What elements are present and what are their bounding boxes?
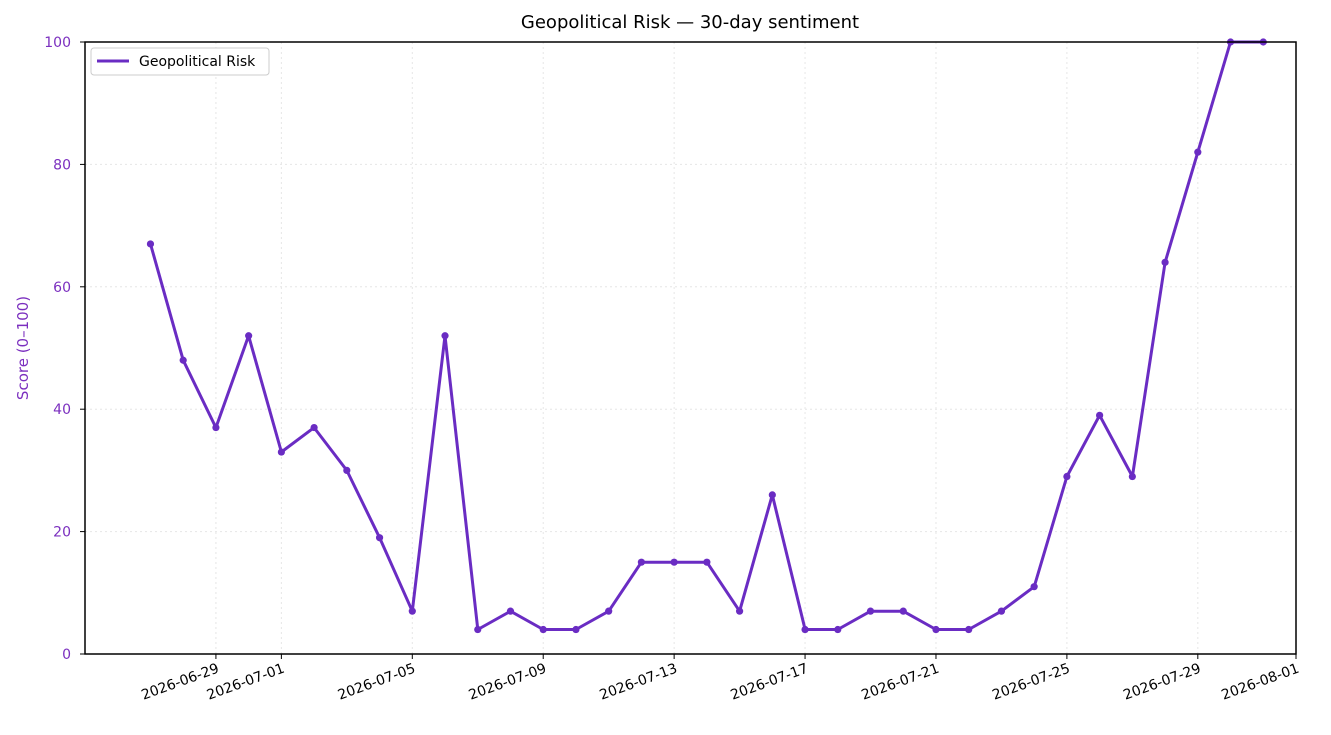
data-point[interactable]	[899, 607, 907, 615]
data-point[interactable]	[1161, 258, 1169, 266]
data-point[interactable]	[637, 558, 646, 566]
data-point[interactable]	[1194, 148, 1202, 156]
data-point[interactable]	[212, 423, 220, 432]
y-tick-label: 0	[62, 647, 71, 663]
legend[interactable]: Geopolitical Risk	[90, 47, 270, 76]
data-point[interactable]	[1030, 583, 1038, 591]
data-point[interactable]	[965, 625, 973, 634]
data-point[interactable]	[474, 625, 482, 634]
legend-label: Geopolitical Risk	[139, 54, 256, 70]
data-point[interactable]	[932, 625, 940, 634]
data-point[interactable]	[539, 625, 547, 634]
data-point[interactable]	[277, 448, 285, 456]
y-axis: 0 20 40 60 80 100	[44, 35, 85, 663]
data-point[interactable]	[801, 625, 809, 634]
data-point[interactable]	[735, 607, 744, 615]
data-point[interactable]	[834, 625, 842, 634]
y-tick-label: 20	[53, 525, 71, 541]
data-point[interactable]	[1128, 472, 1136, 481]
data-point[interactable]	[605, 607, 613, 615]
data-point[interactable]	[1063, 472, 1071, 481]
data-point[interactable]	[703, 558, 711, 566]
legend-box	[90, 47, 270, 76]
data-point[interactable]	[866, 607, 875, 615]
y-tick-label: 60	[53, 280, 71, 296]
y-tick-label: 100	[44, 35, 71, 51]
data-point[interactable]	[146, 240, 155, 248]
data-point[interactable]	[572, 625, 580, 634]
series-layer	[146, 38, 1267, 634]
y-axis-label: Score (0–100)	[14, 296, 32, 400]
data-point[interactable]	[408, 607, 416, 615]
plot-frame	[84, 41, 1297, 655]
data-point[interactable]	[768, 491, 776, 499]
chart-title: Geopolitical Risk — 30-day sentiment	[521, 12, 859, 33]
data-point[interactable]	[310, 423, 318, 432]
data-point[interactable]	[245, 332, 253, 340]
data-point[interactable]	[670, 558, 678, 566]
data-point[interactable]	[1096, 411, 1104, 419]
data-point[interactable]	[441, 332, 449, 340]
data-point[interactable]	[343, 466, 351, 474]
y-tick-label: 80	[53, 157, 71, 173]
data-point[interactable]	[506, 607, 515, 615]
data-point[interactable]	[997, 607, 1006, 615]
y-tick-label: 40	[53, 402, 71, 418]
data-point[interactable]	[179, 356, 187, 364]
data-point[interactable]	[375, 534, 384, 542]
